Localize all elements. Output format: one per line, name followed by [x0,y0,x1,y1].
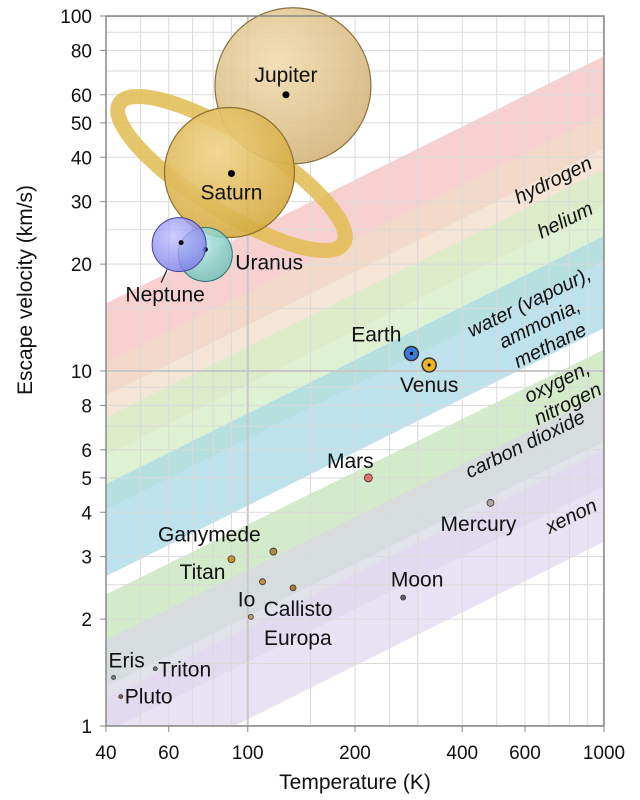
y-tick-label: 100 [60,7,92,28]
label-europa: Europa [264,627,332,650]
saturn-point [227,170,235,178]
neptune-leader [160,269,168,283]
point-titan [227,555,236,564]
y-tick-label: 50 [71,114,92,135]
point-moon [400,594,407,601]
y-tick-label: 3 [81,548,92,569]
label-earth: Earth [351,324,401,347]
point-eris [111,675,116,680]
label-mars: Mars [327,450,374,473]
bodies: Jupiter Saturn Uranus Neptune Earth Venus Mars… [109,7,517,709]
label-io: Io [238,589,256,612]
y-tick-label: 6 [81,441,92,462]
x-axis-ticks: 40 60 100 200 400 600 1000 [95,726,625,764]
label-neptune: Neptune [125,284,204,307]
y-tick-label: 2 [81,610,92,631]
point-pluto [118,694,124,700]
y-tick-label: 60 [71,86,92,107]
y-tick-label: 4 [81,503,92,524]
x-tick-label: 1000 [583,743,625,764]
label-mercury: Mercury [441,513,517,536]
label-moon: Moon [391,569,444,592]
x-tick-label: 100 [232,743,264,764]
y-tick-label: 5 [81,469,92,490]
point-ganymede [269,547,278,556]
y-tick-label: 1 [81,717,92,738]
point-triton [152,666,158,672]
point-center [409,351,414,356]
y-tick-label: 20 [71,255,92,276]
point-callisto [289,584,297,592]
point-europa [247,613,254,620]
neptune-disc [151,217,207,273]
neptune-point [178,240,184,246]
x-tick-label: 40 [95,743,116,764]
label-uranus: Uranus [235,251,303,274]
label-venus: Venus [400,374,458,397]
x-tick-label: 600 [509,743,541,764]
label-saturn: Saturn [201,182,263,205]
label-titan: Titan [180,561,226,584]
label-ganymede: Ganymede [158,524,261,547]
label-triton: Triton [158,659,211,682]
label-eris: Eris [109,649,145,672]
point-mars [363,473,373,483]
jupiter-point [282,91,290,99]
x-tick-label: 60 [158,743,179,764]
y-tick-label: 30 [71,193,92,214]
y-tick-label: 10 [71,362,92,383]
point-center [427,363,431,367]
x-tick-label: 400 [446,743,478,764]
x-axis-title: Temperature (K) [279,771,431,794]
point-io [259,578,266,586]
x-tick-label: 200 [339,743,371,764]
y-tick-label: 8 [81,396,92,417]
label-callisto: Callisto [264,598,333,621]
y-axis-ticks: 1 2 3 4 5 6 8 10 20 30 40 50 60 80 100 [60,7,106,738]
y-tick-label: 40 [71,148,92,169]
label-jupiter: Jupiter [254,64,317,87]
y-tick-label: 80 [71,41,92,62]
y-axis-title: Escape velocity (km/s) [14,185,37,395]
label-pluto: Pluto [125,686,173,709]
point-mercury [486,499,495,507]
